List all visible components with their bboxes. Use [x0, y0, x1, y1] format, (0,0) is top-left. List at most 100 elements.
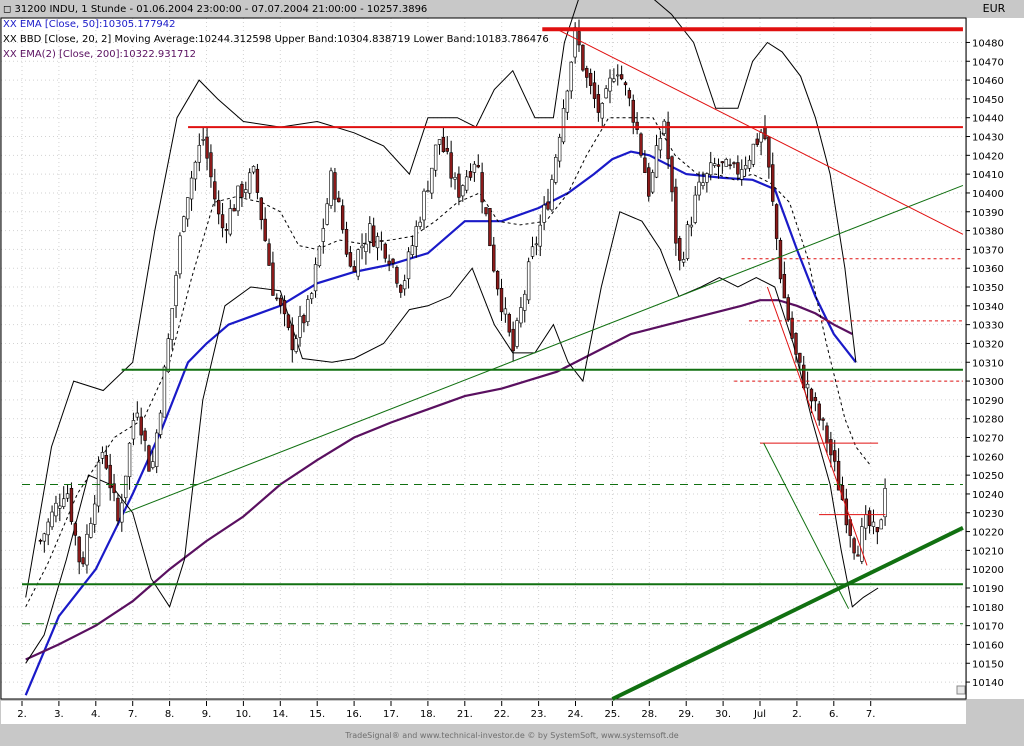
- candle-up: [430, 167, 434, 194]
- candle-down: [790, 317, 794, 339]
- candle-down: [647, 167, 651, 197]
- candle-down: [666, 121, 670, 160]
- y-tick-label: 10370: [972, 245, 1004, 256]
- candle-down: [643, 157, 647, 173]
- candle-up: [123, 475, 128, 499]
- candle-up: [654, 145, 659, 178]
- candle-up: [561, 108, 566, 143]
- candle-down: [333, 172, 337, 200]
- candle-up: [368, 223, 372, 242]
- candle-up: [236, 185, 240, 212]
- candle-down: [348, 252, 353, 267]
- candle-up: [515, 320, 519, 347]
- candle-down: [856, 554, 860, 557]
- candle-up: [689, 224, 694, 228]
- candle-up: [313, 264, 318, 292]
- y-tick-label: 10180: [972, 603, 1004, 614]
- candle-up: [693, 194, 697, 223]
- candle-down: [577, 31, 581, 46]
- resize-grip[interactable]: [956, 685, 966, 695]
- uptrend-thin: [125, 184, 964, 514]
- candle-down: [379, 240, 384, 242]
- x-tick-label: 29.: [678, 709, 694, 720]
- candle-up: [89, 523, 93, 538]
- candle-down: [445, 147, 449, 152]
- y-tick-label: 10360: [972, 264, 1004, 275]
- candle-up: [309, 293, 314, 300]
- candle-up: [317, 245, 322, 267]
- candle-down: [449, 152, 453, 179]
- candle-up: [201, 139, 205, 141]
- x-axis-panel: [1, 701, 966, 724]
- y-tick-label: 10190: [972, 584, 1004, 595]
- candle-up: [650, 172, 655, 193]
- legend-line: ◻ 31200 INDU, 1 Stunde - 01.06.2004 23:0…: [3, 4, 427, 15]
- candle-up: [751, 143, 756, 165]
- y-tick-label: 10200: [972, 565, 1004, 576]
- candle-down: [38, 539, 43, 542]
- candle-down: [344, 228, 349, 255]
- candle-up: [92, 503, 97, 525]
- candle-down: [488, 207, 492, 247]
- candle-up: [321, 228, 325, 242]
- candle-up: [364, 243, 368, 252]
- candle-up: [604, 88, 608, 99]
- candle-up: [453, 177, 457, 180]
- y-tick-label: 10210: [972, 546, 1004, 557]
- candle-up: [61, 498, 66, 507]
- candle-down: [399, 284, 403, 293]
- x-tick-label: 28.: [641, 709, 657, 720]
- plot-area: [1, 18, 966, 699]
- y-tick-label: 10140: [972, 678, 1004, 689]
- candle-up: [864, 514, 868, 529]
- candle-up: [437, 139, 442, 145]
- candle-up: [612, 78, 616, 82]
- candle-up: [526, 261, 531, 301]
- candle-up: [740, 169, 744, 180]
- y-tick-label: 10410: [972, 170, 1004, 181]
- candle-down: [809, 388, 814, 402]
- candle-down: [499, 287, 504, 313]
- candle-down: [213, 181, 217, 200]
- candle-up: [616, 74, 620, 77]
- y-tick-label: 10290: [972, 396, 1004, 407]
- candle-up: [375, 236, 380, 249]
- x-tick-label: 24.: [568, 709, 584, 720]
- candle-up: [46, 521, 50, 536]
- candle-up: [135, 412, 140, 418]
- candle-down: [216, 199, 221, 215]
- grid: [0, 17, 967, 700]
- candle-up: [306, 299, 310, 322]
- candle-up: [42, 533, 47, 542]
- y-tick-label: 10270: [972, 434, 1004, 445]
- candle-down: [81, 557, 85, 565]
- candle-up: [871, 521, 876, 527]
- candle-up: [189, 177, 194, 200]
- candle-down: [395, 267, 399, 284]
- candle-down: [240, 183, 244, 198]
- series-lower-band: [25, 211, 879, 664]
- legend-marker: XX: [3, 19, 20, 30]
- candle-down: [263, 218, 267, 241]
- candle-up: [410, 245, 415, 255]
- candle-up: [162, 366, 167, 418]
- candle-up: [433, 144, 438, 171]
- x-tick-label: 15.: [309, 709, 325, 720]
- candle-up: [244, 189, 248, 193]
- x-tick-label: 23.: [531, 709, 547, 720]
- y-tick-label: 10150: [972, 659, 1004, 670]
- legend-marker: XX: [3, 49, 20, 60]
- y-tick-label: 10260: [972, 452, 1004, 463]
- candle-up: [154, 432, 159, 467]
- series-ema-close-50-: [24, 150, 857, 696]
- candle-down: [798, 352, 802, 363]
- candle-up: [681, 259, 686, 263]
- candle-up: [550, 179, 554, 211]
- candle-up: [600, 103, 604, 119]
- candle-down: [585, 68, 589, 78]
- candle-up: [54, 502, 58, 517]
- x-tick-label: 8.: [165, 709, 175, 720]
- candle-up: [100, 452, 105, 459]
- y-tick-label: 10450: [972, 95, 1004, 106]
